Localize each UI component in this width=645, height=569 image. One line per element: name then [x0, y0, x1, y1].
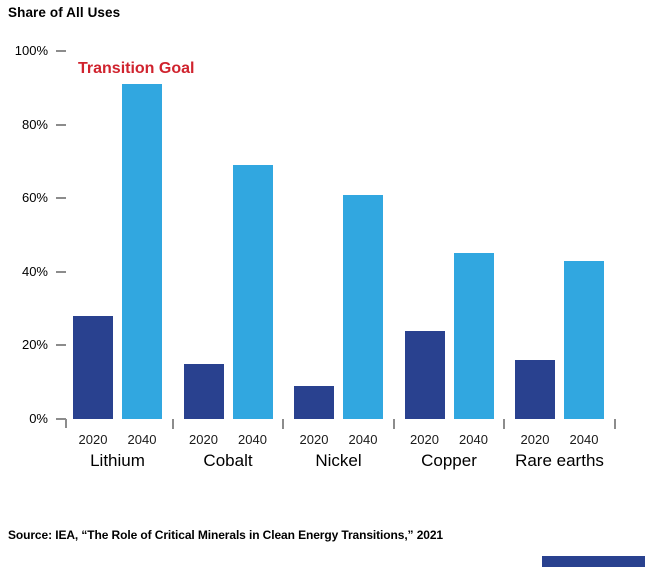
bar-rare-earths-2040: [564, 260, 604, 419]
bar-nickel-2020: [294, 385, 334, 419]
bar-nickel-2040: [343, 194, 383, 419]
bar-cobalt-2040: [232, 165, 273, 419]
x-axis-separator-tick: [171, 419, 174, 429]
x-axis-separator-tick: [392, 419, 395, 429]
chart-title: Share of All Uses: [8, 5, 121, 20]
y-axis-tick-mark: [56, 123, 66, 126]
y-axis-tick-mark: [56, 418, 66, 420]
footer-accent-bar: [542, 556, 645, 567]
y-axis-tick-mark: [56, 50, 66, 52]
category-label-nickel: Nickel: [315, 451, 362, 470]
bar-year-label: 2020: [78, 432, 108, 447]
bar-year-label: 2040: [459, 432, 488, 447]
bar-year-label: 2040: [238, 432, 267, 447]
bar-lithium-2040: [122, 84, 162, 419]
bar-year-label: 2020: [520, 432, 550, 447]
y-axis-tick-mark: [56, 344, 66, 347]
y-axis-tick-mark: [56, 197, 66, 200]
bar-year-label: 2020: [299, 432, 329, 447]
bar-year-label: 2040: [569, 432, 599, 447]
bar-year-label: 2020: [410, 432, 439, 447]
bar-year-label: 2020: [189, 432, 218, 447]
category-label-cobalt: Cobalt: [203, 451, 253, 470]
axis-origin-hook: [65, 419, 67, 428]
category-label-lithium: Lithium: [90, 451, 145, 470]
y-axis-tick-label: 20%: [21, 337, 48, 353]
bar-copper-2020: [404, 330, 445, 419]
bar-cobalt-2020: [183, 363, 224, 419]
y-axis-tick-mark: [56, 270, 66, 273]
bar-year-label: 2040: [127, 432, 157, 447]
y-axis-tick-label: 40%: [21, 263, 48, 279]
bar-copper-2040: [453, 253, 494, 419]
bar-year-label: 2040: [348, 432, 378, 447]
bar-lithium-2020: [73, 315, 113, 419]
x-axis-separator-tick: [503, 419, 506, 429]
x-axis-separator-tick: [613, 419, 616, 429]
x-axis-separator-tick: [282, 419, 285, 429]
y-axis-tick-label: 0%: [29, 411, 48, 426]
source-citation: Source: IEA, “The Role of Critical Miner…: [8, 528, 443, 542]
category-label-copper: Copper: [421, 451, 477, 470]
y-axis-tick-label: 60%: [21, 190, 48, 206]
y-axis-tick-label: 100%: [14, 43, 48, 58]
y-axis-tick-label: 80%: [21, 116, 48, 132]
bar-rare-earths-2020: [515, 360, 555, 419]
category-label-rare-earths: Rare earths: [515, 451, 604, 470]
transition-goal-annotation: Transition Goal: [78, 60, 195, 77]
